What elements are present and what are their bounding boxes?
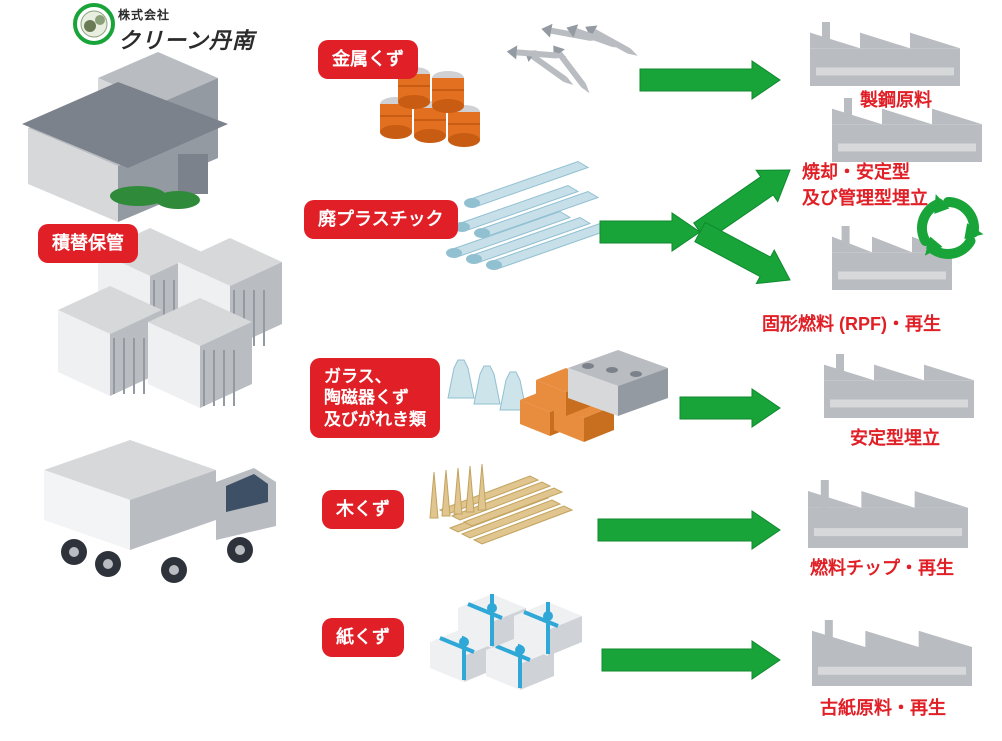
glass-badge: ガラス、 陶磁器くず 及びがれき類: [310, 358, 440, 438]
wood-badge: 木くず: [322, 490, 404, 529]
plastic-output2-label: 固形燃料 (RPF)・再生: [762, 310, 941, 336]
glass-output-label: 安定型埋立: [850, 424, 940, 450]
barrels-icon: [380, 67, 480, 147]
arrow-icon: [598, 511, 780, 549]
diagram-stage: 株式会社 クリーン丹南 積替保管 金属くず 廃プラスチック ガラス、 陶磁器くず…: [0, 0, 1002, 741]
arrow-icon: [680, 389, 780, 427]
storage-badge: 積替保管: [38, 224, 138, 263]
wood-icon: [430, 464, 572, 544]
company-line2: クリーン丹南: [118, 23, 255, 55]
arrow-icon: [600, 213, 700, 251]
metal-badge: 金属くず: [318, 40, 418, 79]
wood-output-label: 燃料チップ・再生: [810, 554, 954, 580]
paper-bundles-icon: [430, 594, 582, 690]
arrow-icon: [640, 61, 780, 99]
recycle-icon: [919, 191, 985, 260]
paper-output-label: 古紙原料・再生: [820, 694, 946, 720]
factory-icon: [810, 22, 960, 86]
paper-badge: 紙くず: [322, 618, 404, 657]
arrow-icon: [602, 641, 780, 679]
company-wordmark: 株式会社 クリーン丹南: [118, 6, 255, 55]
arrow-icon: [695, 222, 790, 283]
diagram-svg: [0, 0, 1002, 741]
plastic-rolls-icon: [446, 162, 610, 271]
building-icon: [22, 52, 228, 222]
screws-icon: [506, 21, 641, 98]
factory-icon: [824, 354, 974, 418]
factory-icon: [812, 620, 972, 686]
factory-icon: [832, 226, 952, 290]
plastic-badge: 廃プラスチック: [304, 200, 458, 239]
company-line1: 株式会社: [118, 6, 255, 23]
glass-bottles-icon: [448, 360, 526, 410]
truck-icon: [44, 440, 276, 583]
metal-output-label: 製鋼原料: [860, 86, 932, 112]
factory-icon: [808, 480, 968, 548]
plastic-output1-label: 焼却・安定型 及び管理型埋立: [802, 158, 928, 210]
